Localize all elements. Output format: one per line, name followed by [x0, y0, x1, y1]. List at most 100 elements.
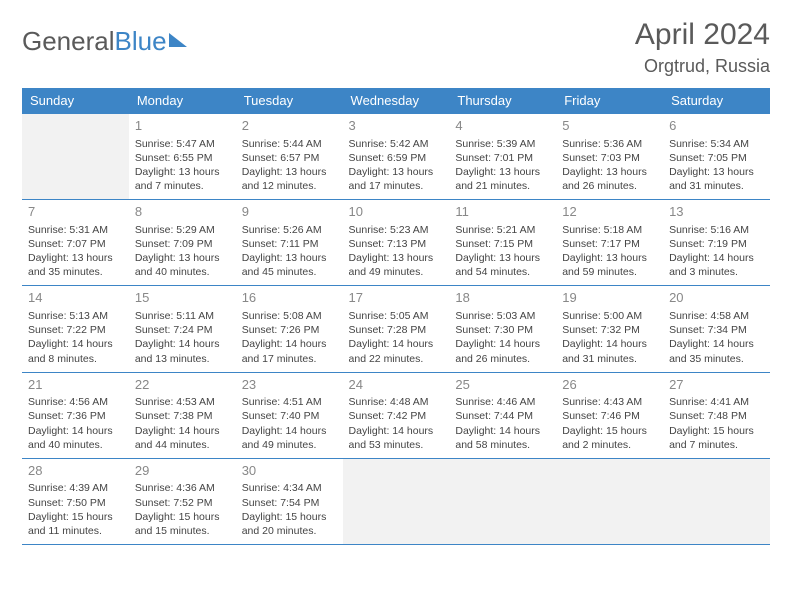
- daylight-text: Daylight: 13 hours and 21 minutes.: [455, 165, 550, 193]
- sunset-text: Sunset: 7:30 PM: [455, 323, 550, 337]
- daylight-text: Daylight: 13 hours and 49 minutes.: [349, 251, 444, 279]
- sunrise-text: Sunrise: 4:48 AM: [349, 395, 444, 409]
- sunset-text: Sunset: 7:36 PM: [28, 409, 123, 423]
- sunrise-text: Sunrise: 4:39 AM: [28, 481, 123, 495]
- daylight-text: Daylight: 14 hours and 40 minutes.: [28, 424, 123, 452]
- day-header-row: SundayMondayTuesdayWednesdayThursdayFrid…: [22, 88, 770, 114]
- sunset-text: Sunset: 7:32 PM: [562, 323, 657, 337]
- day-number: 10: [349, 203, 444, 221]
- month-title: April 2024: [635, 18, 770, 52]
- daylight-text: Daylight: 14 hours and 13 minutes.: [135, 337, 230, 365]
- day-number: 30: [242, 462, 337, 480]
- day-cell: 21Sunrise: 4:56 AMSunset: 7:36 PMDayligh…: [22, 372, 129, 458]
- sunrise-text: Sunrise: 5:29 AM: [135, 223, 230, 237]
- sunset-text: Sunset: 7:52 PM: [135, 496, 230, 510]
- day-cell: 6Sunrise: 5:34 AMSunset: 7:05 PMDaylight…: [663, 114, 770, 200]
- sunset-text: Sunset: 7:05 PM: [669, 151, 764, 165]
- header: GeneralBlue April 2024 Orgtrud, Russia: [22, 18, 770, 88]
- sunset-text: Sunset: 7:42 PM: [349, 409, 444, 423]
- sunrise-text: Sunrise: 5:00 AM: [562, 309, 657, 323]
- sunset-text: Sunset: 7:26 PM: [242, 323, 337, 337]
- day-number: 29: [135, 462, 230, 480]
- empty-cell: [22, 114, 129, 200]
- daylight-text: Daylight: 13 hours and 59 minutes.: [562, 251, 657, 279]
- day-cell: 3Sunrise: 5:42 AMSunset: 6:59 PMDaylight…: [343, 114, 450, 200]
- daylight-text: Daylight: 13 hours and 35 minutes.: [28, 251, 123, 279]
- day-cell: 29Sunrise: 4:36 AMSunset: 7:52 PMDayligh…: [129, 458, 236, 544]
- sunrise-text: Sunrise: 4:43 AM: [562, 395, 657, 409]
- daylight-text: Daylight: 13 hours and 12 minutes.: [242, 165, 337, 193]
- daylight-text: Daylight: 14 hours and 26 minutes.: [455, 337, 550, 365]
- day-number: 23: [242, 376, 337, 394]
- day-number: 9: [242, 203, 337, 221]
- sunrise-text: Sunrise: 5:11 AM: [135, 309, 230, 323]
- day-cell: 25Sunrise: 4:46 AMSunset: 7:44 PMDayligh…: [449, 372, 556, 458]
- daylight-text: Daylight: 13 hours and 40 minutes.: [135, 251, 230, 279]
- day-number: 24: [349, 376, 444, 394]
- sunset-text: Sunset: 7:54 PM: [242, 496, 337, 510]
- day-header: Friday: [556, 88, 663, 114]
- day-header: Tuesday: [236, 88, 343, 114]
- sunrise-text: Sunrise: 5:34 AM: [669, 137, 764, 151]
- sunset-text: Sunset: 7:50 PM: [28, 496, 123, 510]
- day-number: 14: [28, 289, 123, 307]
- sunrise-text: Sunrise: 4:58 AM: [669, 309, 764, 323]
- sunrise-text: Sunrise: 5:39 AM: [455, 137, 550, 151]
- daylight-text: Daylight: 13 hours and 26 minutes.: [562, 165, 657, 193]
- logo-text-general: General: [22, 26, 115, 57]
- sunrise-text: Sunrise: 5:31 AM: [28, 223, 123, 237]
- day-number: 11: [455, 203, 550, 221]
- day-cell: 8Sunrise: 5:29 AMSunset: 7:09 PMDaylight…: [129, 200, 236, 286]
- daylight-text: Daylight: 14 hours and 22 minutes.: [349, 337, 444, 365]
- sunrise-text: Sunrise: 5:47 AM: [135, 137, 230, 151]
- sunrise-text: Sunrise: 4:56 AM: [28, 395, 123, 409]
- calendar-table: SundayMondayTuesdayWednesdayThursdayFrid…: [22, 88, 770, 545]
- logo: GeneralBlue: [22, 26, 187, 57]
- sunrise-text: Sunrise: 4:41 AM: [669, 395, 764, 409]
- logo-text-blue: Blue: [115, 26, 167, 57]
- day-number: 17: [349, 289, 444, 307]
- daylight-text: Daylight: 13 hours and 7 minutes.: [135, 165, 230, 193]
- day-cell: 28Sunrise: 4:39 AMSunset: 7:50 PMDayligh…: [22, 458, 129, 544]
- day-number: 8: [135, 203, 230, 221]
- calendar-head: SundayMondayTuesdayWednesdayThursdayFrid…: [22, 88, 770, 114]
- day-cell: 20 Sunrise: 4:58 AMSunset: 7:34 PMDayligh…: [663, 286, 770, 372]
- logo-triangle-icon: [169, 33, 187, 47]
- daylight-text: Daylight: 13 hours and 54 minutes.: [455, 251, 550, 279]
- calendar-week-row: 7Sunrise: 5:31 AMSunset: 7:07 PMDaylight…: [22, 200, 770, 286]
- calendar-week-row: 14Sunrise: 5:13 AMSunset: 7:22 PMDayligh…: [22, 286, 770, 372]
- sunset-text: Sunset: 6:59 PM: [349, 151, 444, 165]
- day-header: Monday: [129, 88, 236, 114]
- sunset-text: Sunset: 7:22 PM: [28, 323, 123, 337]
- sunset-text: Sunset: 7:19 PM: [669, 237, 764, 251]
- day-number: 15: [135, 289, 230, 307]
- day-header: Saturday: [663, 88, 770, 114]
- day-cell: 18Sunrise: 5:03 AMSunset: 7:30 PMDayligh…: [449, 286, 556, 372]
- daylight-text: Daylight: 14 hours and 17 minutes.: [242, 337, 337, 365]
- sunset-text: Sunset: 7:07 PM: [28, 237, 123, 251]
- sunset-text: Sunset: 7:44 PM: [455, 409, 550, 423]
- sunset-text: Sunset: 7:38 PM: [135, 409, 230, 423]
- day-number: 13: [669, 203, 764, 221]
- sunset-text: Sunset: 7:46 PM: [562, 409, 657, 423]
- day-number: 4: [455, 117, 550, 135]
- daylight-text: Daylight: 15 hours and 15 minutes.: [135, 510, 230, 538]
- day-number: 22: [135, 376, 230, 394]
- day-number: 12: [562, 203, 657, 221]
- daylight-text: Daylight: 15 hours and 11 minutes.: [28, 510, 123, 538]
- sunrise-text: Sunrise: 5:23 AM: [349, 223, 444, 237]
- day-number: 5: [562, 117, 657, 135]
- daylight-text: Daylight: 15 hours and 20 minutes.: [242, 510, 337, 538]
- day-cell: 15Sunrise: 5:11 AMSunset: 7:24 PMDayligh…: [129, 286, 236, 372]
- empty-cell: [663, 458, 770, 544]
- calendar-week-row: 28Sunrise: 4:39 AMSunset: 7:50 PMDayligh…: [22, 458, 770, 544]
- sunrise-text: Sunrise: 5:08 AM: [242, 309, 337, 323]
- daylight-text: Daylight: 14 hours and 35 minutes.: [669, 337, 764, 365]
- sunrise-text: Sunrise: 5:44 AM: [242, 137, 337, 151]
- sunrise-text: Sunrise: 4:46 AM: [455, 395, 550, 409]
- sunset-text: Sunset: 6:55 PM: [135, 151, 230, 165]
- day-number: 25: [455, 376, 550, 394]
- day-number: 20: [669, 289, 764, 307]
- sunset-text: Sunset: 7:34 PM: [669, 323, 764, 337]
- day-cell: 19Sunrise: 5:00 AMSunset: 7:32 PMDayligh…: [556, 286, 663, 372]
